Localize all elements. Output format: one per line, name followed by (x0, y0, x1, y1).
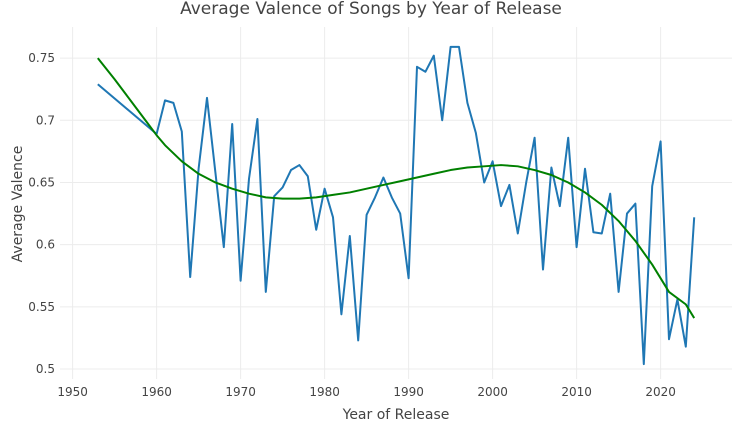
y-tick-label: 0.7 (36, 113, 55, 127)
y-tick-label: 0.5 (36, 362, 55, 376)
x-tick-label: 2000 (477, 385, 508, 399)
x-tick-label: 1970 (225, 385, 256, 399)
chart-title: Average Valence of Songs by Year of Rele… (180, 0, 562, 19)
x-axis-label: Year of Release (342, 407, 450, 422)
y-tick-label: 0.65 (28, 175, 55, 189)
y-tick-label: 0.75 (28, 51, 55, 65)
x-tick-label: 1960 (141, 385, 172, 399)
x-tick-label: 1980 (309, 385, 340, 399)
x-tick-label: 2020 (645, 385, 676, 399)
grid-lines (60, 27, 732, 379)
series-line-trend (97, 57, 696, 319)
y-tick-label: 0.55 (28, 300, 55, 314)
series-layer (97, 45, 696, 366)
x-tick-label: 1950 (57, 385, 88, 399)
x-tick-label: 1990 (393, 385, 424, 399)
y-axis-label: Average Valence (10, 146, 26, 263)
series-line-average-valence (97, 45, 696, 366)
x-axis-ticks: 1950 1960 1970 1980 1990 2000 2010 2020 (57, 385, 676, 399)
x-tick-label: 2010 (561, 385, 592, 399)
y-axis-ticks: 0.5 0.55 0.6 0.65 0.7 0.75 (28, 51, 55, 376)
y-tick-label: 0.6 (36, 238, 55, 252)
